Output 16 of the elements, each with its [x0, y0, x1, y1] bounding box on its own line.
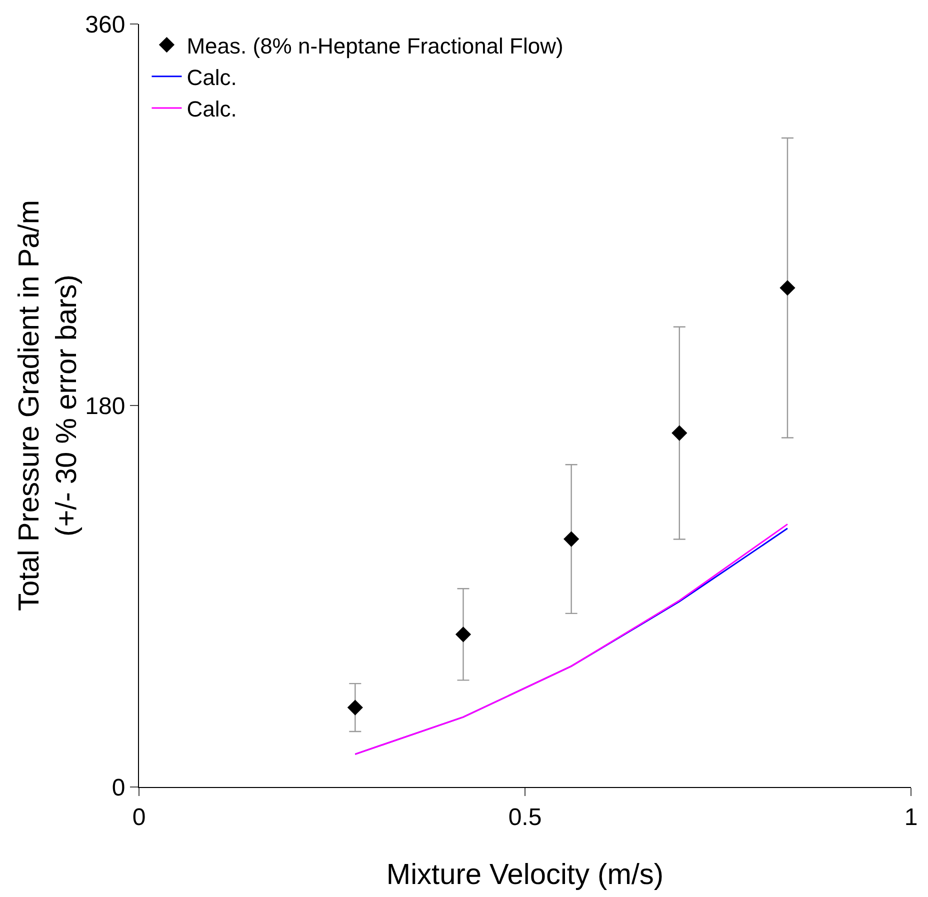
legend-label: Calc. [186, 96, 237, 122]
x-tick-label: 0 [132, 804, 146, 831]
legend-label: Meas. (8% n-Heptane Fractional Flow) [186, 33, 564, 58]
y-tick-label: 180 [85, 392, 126, 420]
x-tick-label: 0.5 [508, 804, 542, 831]
y-tick-label: 0 [112, 774, 126, 802]
y-axis-title: Total Pressure Gradient in Pa/m (+/- 30 % error bars) [13, 200, 84, 612]
point [564, 531, 580, 547]
point [347, 700, 363, 716]
point [780, 280, 796, 296]
x-tick-label: 1 [904, 804, 918, 831]
x-axis-title: Mixture Velocity (m/s) [386, 859, 664, 891]
point [672, 425, 688, 441]
legend-label: Calc. [186, 64, 237, 90]
point [455, 626, 472, 642]
y-tick-label: 360 [85, 11, 126, 38]
